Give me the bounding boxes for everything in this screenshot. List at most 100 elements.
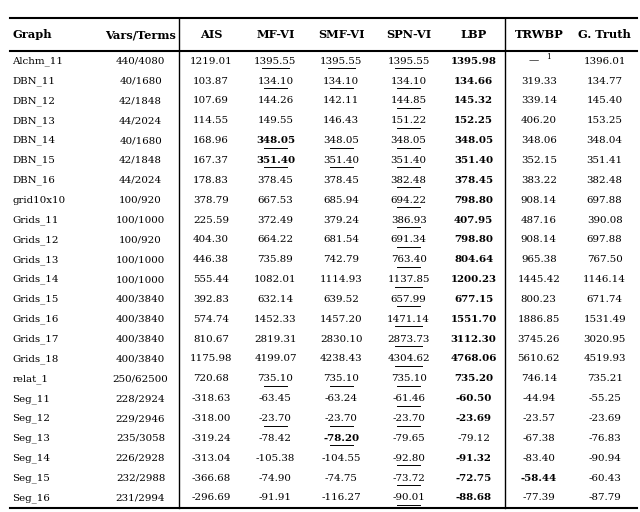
- Text: 735.10: 735.10: [390, 374, 427, 383]
- Text: -79.65: -79.65: [392, 434, 425, 443]
- Text: 339.14: 339.14: [521, 96, 557, 105]
- Text: 134.10: 134.10: [390, 76, 427, 86]
- Text: 146.43: 146.43: [323, 116, 359, 125]
- Text: 134.77: 134.77: [587, 76, 623, 86]
- Text: Grids_15: Grids_15: [12, 294, 58, 304]
- Text: DBN_13: DBN_13: [12, 116, 55, 125]
- Text: 44/2024: 44/2024: [119, 116, 162, 125]
- Text: 804.64: 804.64: [454, 255, 493, 264]
- Text: Grids_16: Grids_16: [12, 314, 58, 324]
- Text: grid10x10: grid10x10: [12, 196, 65, 205]
- Text: Seg_15: Seg_15: [12, 473, 50, 483]
- Text: 2819.31: 2819.31: [254, 335, 297, 344]
- Text: -73.72: -73.72: [392, 474, 425, 483]
- Text: 42/1848: 42/1848: [119, 156, 162, 165]
- Text: 697.88: 697.88: [587, 196, 623, 205]
- Text: SMF-VI: SMF-VI: [318, 29, 365, 40]
- Text: 4304.62: 4304.62: [387, 354, 430, 364]
- Text: 446.38: 446.38: [193, 255, 229, 264]
- Text: 1471.14: 1471.14: [387, 315, 430, 324]
- Text: 400/3840: 400/3840: [116, 354, 165, 364]
- Text: Seg_12: Seg_12: [12, 414, 50, 423]
- Text: 798.80: 798.80: [454, 196, 493, 205]
- Text: 1114.93: 1114.93: [320, 275, 363, 284]
- Text: 144.85: 144.85: [390, 96, 427, 105]
- Text: 2873.73: 2873.73: [387, 335, 430, 344]
- Text: 400/3840: 400/3840: [116, 315, 165, 324]
- Text: 800.23: 800.23: [521, 295, 557, 304]
- Text: 4238.43: 4238.43: [320, 354, 362, 364]
- Text: Seg_14: Seg_14: [12, 454, 50, 463]
- Text: 685.94: 685.94: [323, 196, 359, 205]
- Text: 1175.98: 1175.98: [190, 354, 232, 364]
- Text: Grids_17: Grids_17: [12, 334, 58, 344]
- Text: -55.25: -55.25: [588, 394, 621, 403]
- Text: 226/2928: 226/2928: [116, 454, 165, 463]
- Text: 4519.93: 4519.93: [584, 354, 626, 364]
- Text: 657.99: 657.99: [391, 295, 426, 304]
- Text: 149.55: 149.55: [257, 116, 293, 125]
- Text: TRWBP: TRWBP: [515, 29, 563, 40]
- Text: 100/1000: 100/1000: [116, 255, 165, 264]
- Text: relat_1: relat_1: [12, 374, 48, 383]
- Text: 681.54: 681.54: [323, 236, 359, 244]
- Text: 167.37: 167.37: [193, 156, 229, 165]
- Text: 735.21: 735.21: [587, 374, 623, 383]
- Text: -92.80: -92.80: [392, 454, 425, 463]
- Text: -105.38: -105.38: [256, 454, 295, 463]
- Text: 100/920: 100/920: [119, 196, 162, 205]
- Text: 1395.55: 1395.55: [387, 57, 430, 66]
- Text: 1137.85: 1137.85: [387, 275, 430, 284]
- Text: 351.40: 351.40: [454, 156, 493, 165]
- Text: 735.10: 735.10: [323, 374, 359, 383]
- Text: 742.79: 742.79: [323, 255, 359, 264]
- Text: 352.15: 352.15: [521, 156, 557, 165]
- Text: -74.90: -74.90: [259, 474, 292, 483]
- Text: 4199.07: 4199.07: [254, 354, 296, 364]
- Text: SPN-VI: SPN-VI: [386, 29, 431, 40]
- Text: DBN_14: DBN_14: [12, 136, 55, 145]
- Text: 1531.49: 1531.49: [583, 315, 626, 324]
- Text: -58.44: -58.44: [521, 474, 557, 483]
- Text: MF-VI: MF-VI: [256, 29, 294, 40]
- Text: -23.70: -23.70: [392, 414, 425, 423]
- Text: -91.32: -91.32: [456, 454, 492, 463]
- Text: 746.14: 746.14: [521, 374, 557, 383]
- Text: 351.40: 351.40: [390, 156, 427, 165]
- Text: -318.00: -318.00: [191, 414, 231, 423]
- Text: -77.39: -77.39: [522, 494, 555, 502]
- Text: 142.11: 142.11: [323, 96, 360, 105]
- Text: 378.79: 378.79: [193, 196, 229, 205]
- Text: 351.40: 351.40: [256, 156, 295, 165]
- Text: -366.68: -366.68: [191, 474, 230, 483]
- Text: —: —: [529, 57, 539, 66]
- Text: -23.57: -23.57: [522, 414, 556, 423]
- Text: 1445.42: 1445.42: [517, 275, 560, 284]
- Text: 351.41: 351.41: [587, 156, 623, 165]
- Text: -72.75: -72.75: [456, 474, 492, 483]
- Text: -44.94: -44.94: [522, 394, 556, 403]
- Text: 348.05: 348.05: [454, 136, 493, 145]
- Text: 379.24: 379.24: [323, 216, 359, 224]
- Text: 487.16: 487.16: [521, 216, 557, 224]
- Text: -83.40: -83.40: [522, 454, 556, 463]
- Text: 667.53: 667.53: [257, 196, 293, 205]
- Text: -23.69: -23.69: [588, 414, 621, 423]
- Text: 735.10: 735.10: [257, 374, 293, 383]
- Text: 735.20: 735.20: [454, 374, 493, 383]
- Text: DBN_15: DBN_15: [12, 156, 55, 165]
- Text: 965.38: 965.38: [521, 255, 557, 264]
- Text: Grids_18: Grids_18: [12, 354, 58, 364]
- Text: DBN_11: DBN_11: [12, 76, 55, 86]
- Text: -23.70: -23.70: [259, 414, 292, 423]
- Text: 400/3840: 400/3840: [116, 295, 165, 304]
- Text: 1200.23: 1200.23: [451, 275, 497, 284]
- Text: Alchm_11: Alchm_11: [12, 56, 63, 66]
- Text: 151.22: 151.22: [390, 116, 427, 125]
- Text: 639.52: 639.52: [323, 295, 359, 304]
- Text: 378.45: 378.45: [323, 176, 359, 185]
- Text: -76.83: -76.83: [588, 434, 621, 443]
- Text: 348.06: 348.06: [521, 136, 557, 145]
- Text: 1395.55: 1395.55: [254, 57, 296, 66]
- Text: 378.45: 378.45: [454, 176, 493, 185]
